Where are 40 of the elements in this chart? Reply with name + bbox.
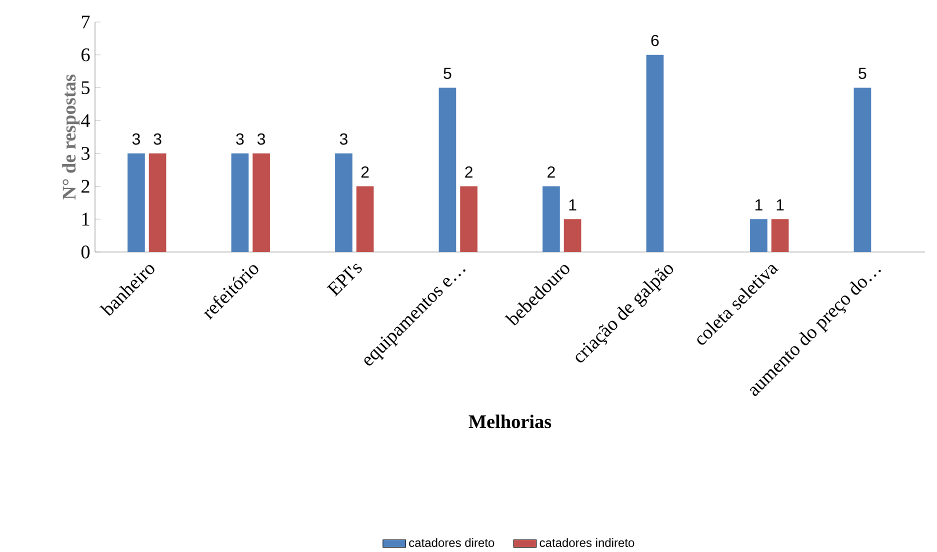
y-tick-label: 5 (82, 81, 90, 94)
y-tick-label: 7 (82, 16, 90, 28)
data-label: 1 (776, 199, 784, 210)
data-label: 1 (569, 199, 576, 210)
data-label: 6 (651, 34, 659, 46)
bar (460, 186, 478, 252)
bar (335, 153, 352, 252)
bar (646, 54, 664, 252)
y-tick-label: 0 (81, 246, 90, 258)
bar (542, 186, 560, 252)
data-label: 2 (465, 166, 472, 178)
data-label: 3 (340, 133, 348, 145)
bar (854, 88, 872, 252)
data-label: 3 (257, 133, 266, 145)
bar (252, 153, 270, 252)
data-label: 2 (361, 166, 369, 178)
data-label: 2 (548, 166, 555, 178)
data-label: 5 (444, 68, 452, 79)
bar (231, 153, 249, 252)
bar (438, 88, 456, 252)
y-tick-label: 1 (82, 212, 90, 226)
y-tick-label: 2 (82, 180, 90, 193)
legend-label: catadores direto (409, 538, 494, 547)
bar (148, 153, 166, 252)
data-label: 3 (132, 133, 140, 145)
bar (750, 219, 768, 252)
bar (564, 219, 582, 252)
legend-label: catadores indireto (540, 538, 634, 547)
data-label: 1 (755, 199, 762, 210)
y-tick-label: 4 (81, 114, 90, 127)
data-label: 5 (858, 68, 866, 79)
data-label: 3 (154, 133, 162, 145)
y-tick-label: 6 (82, 48, 90, 62)
y-axis-title: N° de respostas (62, 74, 80, 200)
bar (356, 186, 374, 252)
bar (771, 219, 789, 252)
x-axis-title: Melhorias (468, 414, 552, 428)
y-tick-label: 3 (82, 146, 90, 160)
data-label: 3 (236, 133, 244, 145)
bar (128, 153, 145, 252)
